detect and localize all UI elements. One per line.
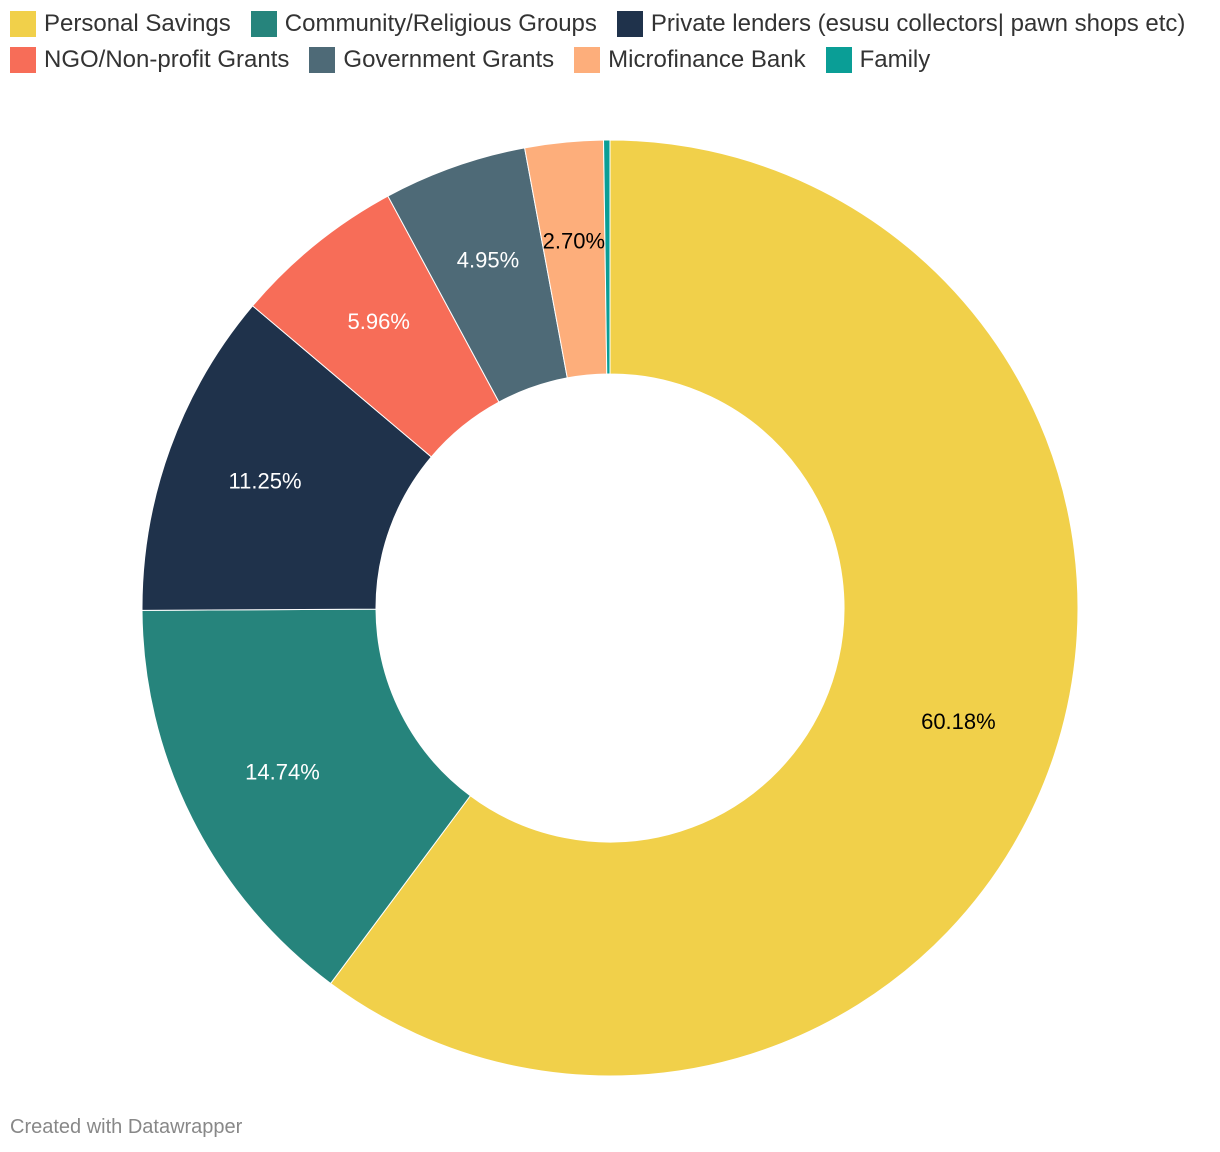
legend-item-family: Family (825, 46, 931, 74)
legend-item-community-religious-groups: Community/Religious Groups (250, 10, 597, 38)
legend-swatch (825, 47, 852, 73)
legend-label: Government Grants (343, 46, 555, 73)
datawrapper-credit: Created with Datawrapper (10, 1116, 243, 1138)
donut-slice-1 (141, 608, 472, 985)
chart-legend: Personal Savings Community/Religious Gro… (10, 10, 1210, 74)
legend-label: Microfinance Bank (608, 46, 806, 73)
legend-item-government-grants: Government Grants (309, 46, 554, 74)
legend-label: Community/Religious Groups (284, 10, 597, 37)
legend-swatch (309, 47, 336, 73)
legend-swatch (616, 11, 643, 37)
slice-label-2: 11.25% (229, 469, 302, 494)
legend-swatch (574, 47, 601, 73)
slice-label-4: 4.95% (457, 248, 519, 273)
legend-label: Family (859, 46, 931, 73)
slice-label-3: 5.96% (348, 309, 410, 334)
slice-label-5: 2.70% (543, 229, 605, 254)
legend-item-ngo-grants: NGO/Non-profit Grants (10, 46, 289, 74)
donut-slice-2 (141, 305, 433, 611)
legend-swatch (10, 11, 36, 37)
slice-label-0: 60.18% (921, 709, 996, 734)
legend-label: Personal Savings (44, 10, 231, 37)
legend-item-microfinance-bank: Microfinance Bank (574, 46, 806, 74)
legend-item-personal-savings: Personal Savings (10, 10, 231, 38)
donut-slice-0 (329, 139, 1079, 1077)
legend-label: Private lenders (esusu collectors| pawn … (650, 10, 1186, 37)
legend-swatch (10, 47, 36, 73)
legend-item-private-lenders: Private lenders (esusu collectors| pawn … (616, 10, 1186, 38)
slice-label-1: 14.74% (245, 759, 320, 784)
legend-label: NGO/Non-profit Grants (44, 46, 290, 73)
legend-swatch (250, 11, 277, 37)
donut-slice-6 (603, 139, 611, 375)
